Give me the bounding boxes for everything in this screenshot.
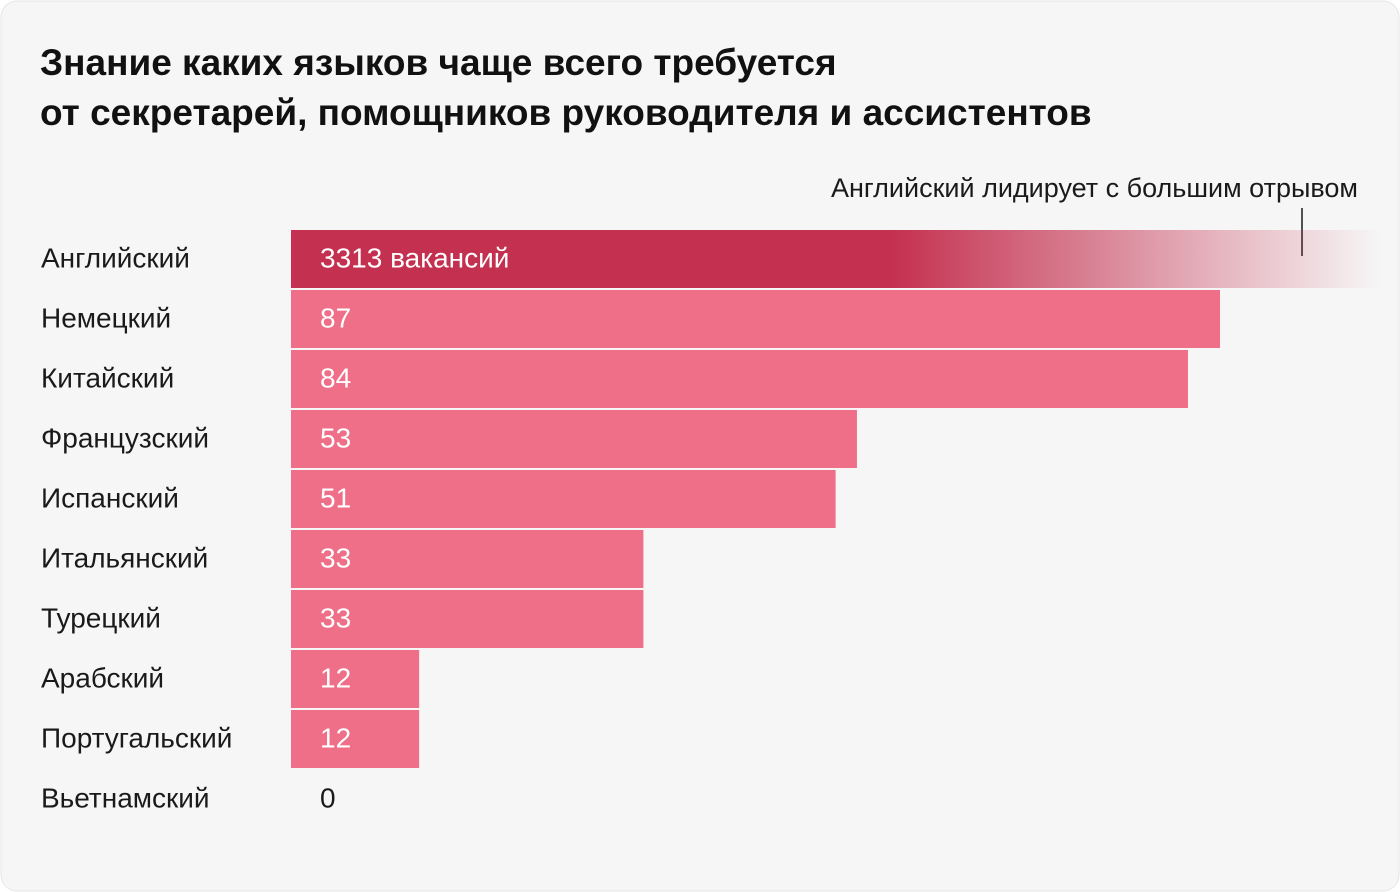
bar [291, 410, 857, 468]
chart-title: от секретарей, помощников руководителя и… [40, 92, 1092, 133]
category-label: Португальский [41, 722, 232, 753]
category-label: Китайский [41, 362, 174, 393]
bar [291, 650, 420, 708]
value-label: 12 [320, 662, 351, 693]
value-label: 3313 вакансий [320, 242, 509, 273]
bar [291, 290, 1220, 348]
value-label: 87 [320, 302, 351, 333]
value-label: 33 [320, 602, 351, 633]
bar [291, 590, 644, 648]
category-label: Испанский [41, 482, 179, 513]
value-label: 53 [320, 422, 351, 453]
bar [291, 710, 420, 768]
bar [291, 470, 836, 528]
value-label: 33 [320, 542, 351, 573]
category-label: Вьетнамский [41, 782, 210, 813]
category-label: Немецкий [41, 302, 171, 333]
category-label: Арабский [41, 662, 164, 693]
annotation: Английский лидирует с большим отрывом [831, 173, 1358, 203]
value-label: 0 [320, 782, 336, 813]
chart-title: Знание каких языков чаще всего требуется [40, 42, 837, 83]
value-label: 51 [320, 482, 351, 513]
bar [291, 350, 1188, 408]
value-label: 84 [320, 362, 351, 393]
bar [291, 530, 644, 588]
category-label: Английский [41, 242, 190, 273]
bar [291, 230, 1380, 288]
category-label: Французский [41, 422, 209, 453]
category-label: Итальянский [41, 542, 208, 573]
value-label: 12 [320, 722, 351, 753]
category-label: Турецкий [41, 602, 161, 633]
